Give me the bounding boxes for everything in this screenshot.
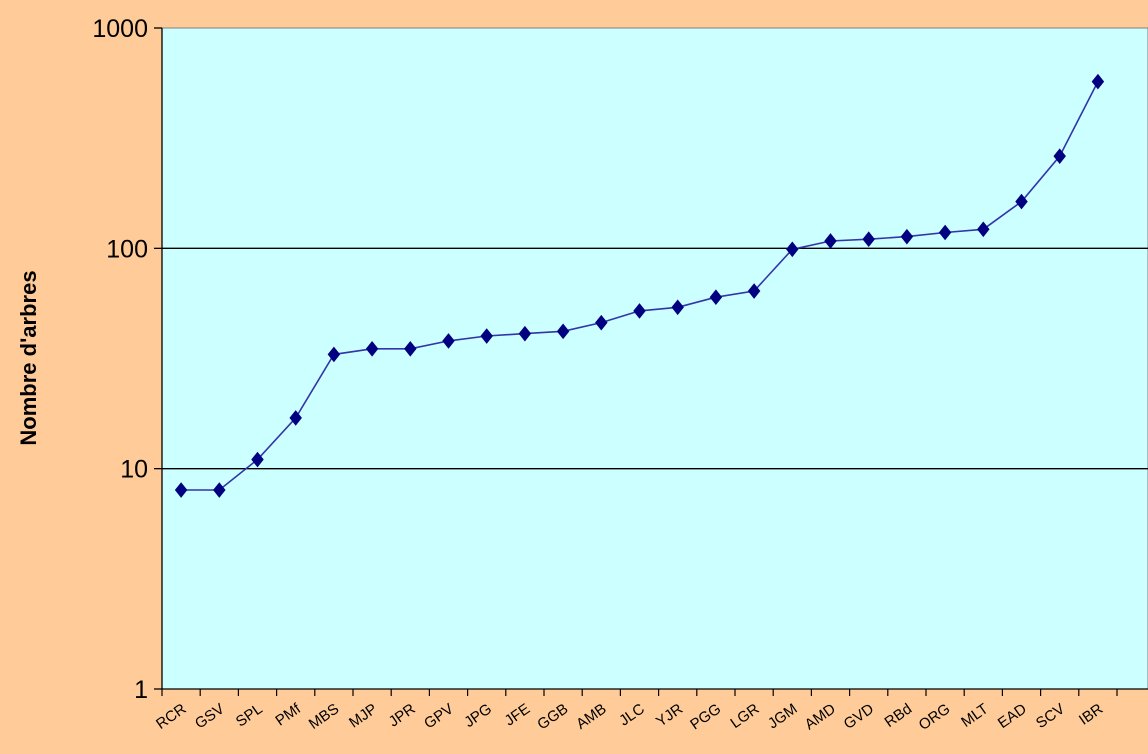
- x-tick-label: JLC: [616, 700, 648, 729]
- data-point-yjr: [671, 299, 684, 316]
- x-tick-label: MLT: [958, 700, 991, 730]
- axis-layer: [154, 27, 1148, 696]
- x-tick-label: AMD: [802, 700, 839, 733]
- x-tick-label: MJP: [346, 700, 380, 731]
- x-tick-label: JGM: [765, 700, 801, 732]
- data-point-gsv: [213, 482, 226, 498]
- x-tick-label: RBd: [882, 700, 916, 731]
- data-point-jpr: [404, 340, 417, 357]
- data-point-amd: [824, 233, 837, 249]
- data-point-ibr: [1091, 73, 1105, 90]
- x-tick-label: RCR: [153, 700, 190, 733]
- x-tick-label: YJR: [653, 700, 686, 730]
- data-point-pgg: [709, 289, 723, 306]
- plot-area: [161, 27, 1148, 690]
- data-point-rbd: [900, 228, 914, 245]
- x-tick-label: PGG: [687, 700, 724, 733]
- data-point-gpv: [442, 333, 455, 349]
- series-layer: [174, 73, 1105, 498]
- x-tick-label: SPL: [233, 700, 266, 730]
- x-tick-label: LGR: [727, 700, 762, 732]
- data-point-ead: [1015, 193, 1028, 210]
- x-tick-label: EAD: [995, 700, 1030, 732]
- data-point-jgm: [786, 241, 799, 258]
- data-point-gvd: [862, 231, 875, 248]
- data-point-jpg: [480, 328, 493, 344]
- x-tick-label: GVD: [841, 700, 878, 733]
- x-tick-label: JFE: [502, 700, 534, 729]
- x-tick-label: AMB: [573, 700, 609, 733]
- x-tick-label: SCV: [1033, 700, 1068, 732]
- data-point-amb: [595, 314, 608, 331]
- grid-layer: [162, 247, 1148, 470]
- data-point-ggb: [556, 323, 570, 340]
- data-point-jlc: [633, 303, 646, 319]
- y-tick-label: 1: [134, 676, 148, 704]
- data-point-lgr: [747, 283, 761, 299]
- data-point-spl: [251, 451, 264, 468]
- x-tick-label: PMf: [272, 700, 304, 730]
- x-tick-label: JPR: [386, 700, 419, 730]
- data-point-rcr: [174, 482, 188, 498]
- x-tick-label: GSV: [192, 700, 228, 732]
- y-axis-title: Nombre d'arbres: [16, 270, 41, 445]
- data-point-scv: [1053, 148, 1066, 164]
- data-point-org: [938, 224, 952, 241]
- data-point-mbs: [327, 346, 341, 363]
- x-tick-label: JPG: [461, 700, 495, 731]
- y-tick-label: 100: [106, 235, 148, 263]
- x-tick-label: MBS: [306, 700, 342, 733]
- y-tick-label: 10: [120, 456, 148, 484]
- data-point-mjp: [365, 340, 379, 357]
- x-tick-label: ORG: [916, 700, 954, 734]
- data-point-mlt: [977, 221, 990, 238]
- data-point-pmf: [289, 410, 302, 426]
- x-tick-label: GGB: [534, 700, 571, 733]
- x-tick-label: GPV: [421, 700, 457, 732]
- data-point-jfe: [518, 325, 532, 342]
- x-tick-label: IBR: [1076, 700, 1106, 728]
- y-tick-label: 1000: [92, 15, 148, 43]
